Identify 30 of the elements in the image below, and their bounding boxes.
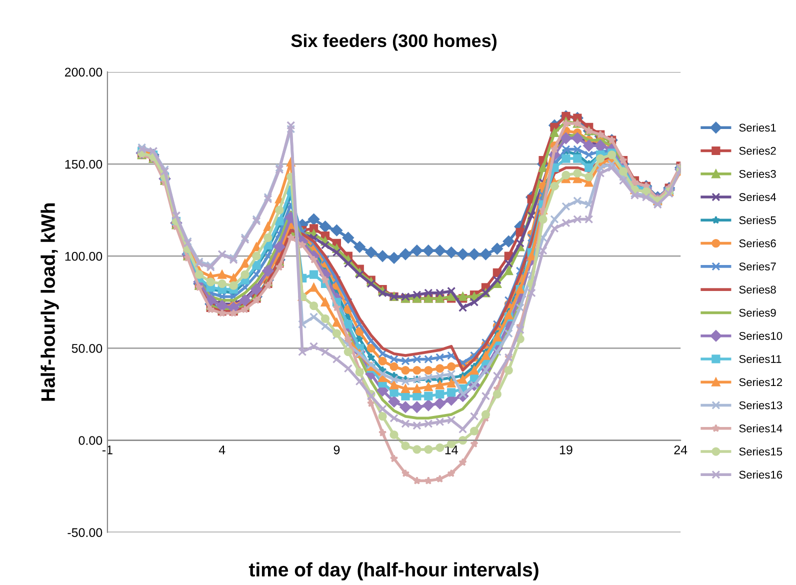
- legend-label: Series10: [739, 332, 782, 340]
- x-axis-title: time of day (half-hour intervals): [248, 562, 538, 580]
- legend-label: Series9: [739, 308, 776, 317]
- legend-label: Series5: [739, 216, 776, 224]
- legend-label: Series3: [739, 170, 776, 178]
- legend-label: Series13: [739, 401, 782, 410]
- y-tick-label: 200.00: [65, 68, 102, 77]
- y-tick-label: -50.00: [68, 528, 102, 537]
- x-tick-label: 9: [334, 445, 340, 454]
- legend-label: Series16: [739, 470, 782, 479]
- legend-label: Series2: [739, 146, 776, 155]
- y-tick-label: 50.00: [72, 344, 102, 353]
- y-tick-label: 0.00: [78, 436, 102, 445]
- y-axis-title: Half-hourly load, kWh: [40, 203, 59, 401]
- y-tick-label: 100.00: [65, 252, 102, 261]
- x-tick-label: 4: [218, 446, 226, 454]
- chart-title: Six feeders (300 homes): [291, 34, 496, 51]
- legend-label: Series11: [739, 354, 782, 363]
- legend-label: Series6: [739, 239, 776, 248]
- legend-label: Series15: [739, 447, 782, 456]
- legend-label: Series12: [739, 378, 782, 386]
- x-tick-label: 19: [560, 445, 572, 454]
- legend-label: Series4: [739, 192, 776, 202]
- legend-label: Series14: [739, 424, 782, 432]
- legend-label: Series1: [739, 123, 776, 132]
- y-tick-label: 150.00: [65, 160, 102, 169]
- x-tick-label: 24: [674, 445, 688, 454]
- x-tick-label: 14: [445, 446, 458, 454]
- legend-label: Series8: [739, 285, 776, 294]
- legend-label: Series7: [739, 262, 776, 270]
